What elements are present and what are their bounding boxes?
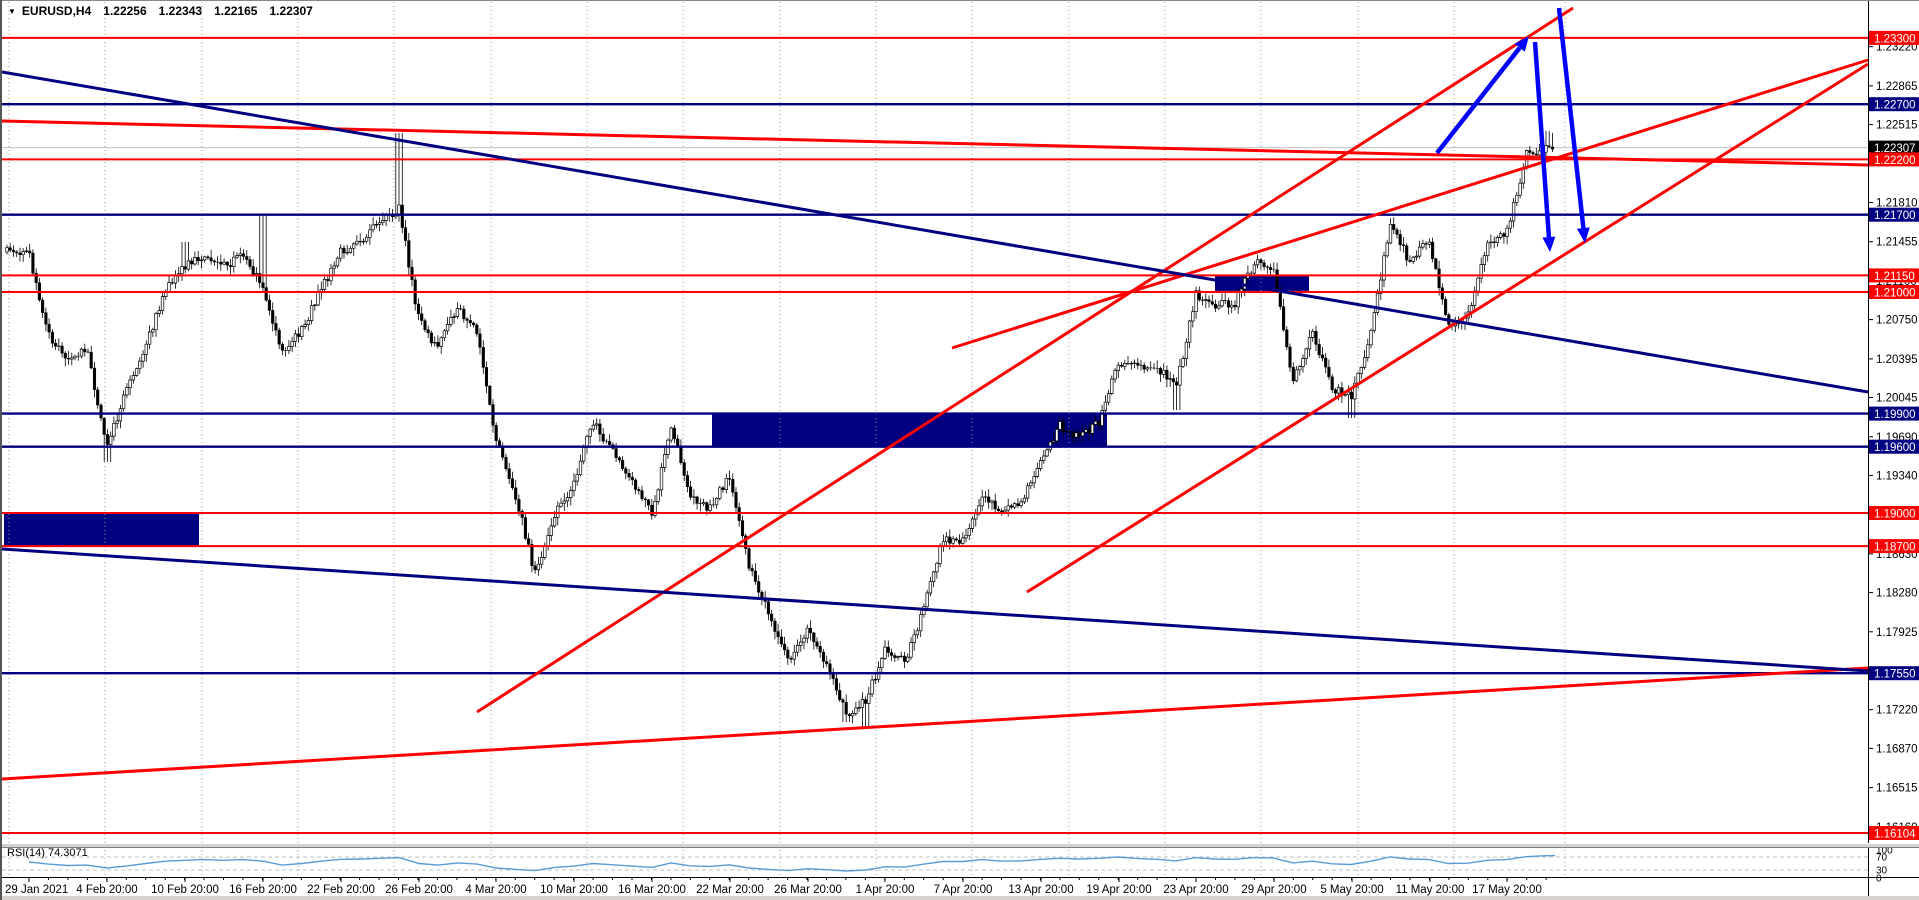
trendline-rising-channel-parallel[interactable] [1026, 62, 1869, 594]
arrow-shaft-projection-up[interactable] [1435, 46, 1522, 155]
trendline-rising-channel-lower[interactable] [476, 6, 1574, 714]
time-axis-label[interactable]: 23 Apr 20:00 [1163, 884, 1228, 896]
trendline-descending-trendline-lower[interactable] [2, 547, 1869, 673]
trendline-descending-trendline-upper[interactable] [2, 70, 1869, 394]
ohlc-high: 1.22343 [158, 4, 203, 18]
price-tick-label: 1.20750 [1876, 315, 1918, 327]
rsi-indicator-label: RSI(14) 74.3071 [7, 847, 88, 859]
price-badge-label: 1.19900 [1874, 409, 1916, 421]
ohlc-open: 1.22256 [103, 4, 147, 18]
price-badge-1.21700 [1869, 207, 1919, 222]
price-badge-1.17550 [1869, 666, 1919, 681]
ohlc-low: 1.22165 [214, 4, 258, 18]
price-tick-label: 1.22515 [1876, 120, 1918, 132]
arrow-head-projection-up[interactable] [1514, 36, 1529, 52]
time-axis-label[interactable]: 26 Feb 20:00 [385, 884, 453, 896]
price-tick-label: 1.18280 [1876, 588, 1918, 600]
consolidation-zone-right[interactable] [1215, 275, 1309, 291]
price-badge-1.21150 [1869, 268, 1919, 283]
time-axis-label[interactable]: 1 Apr 20:00 [856, 884, 915, 896]
price-badge-label: 1.23300 [1874, 33, 1916, 45]
price-tick-label: 1.20045 [1876, 393, 1918, 405]
price-badge-1.21000 [1869, 285, 1919, 299]
price-tick-label: 1.19340 [1876, 470, 1918, 482]
ohlc-close: 1.22307 [269, 4, 313, 18]
price-tick-label: 1.21455 [1876, 237, 1918, 249]
time-axis-label[interactable]: 22 Feb 20:00 [307, 884, 375, 896]
price-badge-1.19900 [1869, 406, 1919, 421]
price-badge-label: 1.18700 [1874, 542, 1916, 554]
price-tick-label: 1.22865 [1876, 81, 1918, 93]
time-axis-label[interactable]: 5 May 20:00 [1320, 884, 1383, 896]
price-tick-label: 1.16870 [1876, 743, 1918, 755]
time-axis-label[interactable]: 10 Mar 20:00 [540, 884, 608, 896]
time-axis-label[interactable]: 7 Apr 20:00 [934, 884, 993, 896]
time-axis-label[interactable]: 29 Apr 20:00 [1241, 884, 1306, 896]
price-badge-label: 1.22307 [1874, 143, 1916, 155]
time-axis-label[interactable]: 10 Feb 20:00 [151, 884, 219, 896]
chart-menu-icon[interactable]: ▼ [8, 6, 16, 16]
arrow-head-projection-down-1[interactable] [1542, 236, 1556, 252]
price-badge-1.19000 [1869, 506, 1919, 520]
time-axis-label[interactable]: 19 Apr 20:00 [1086, 884, 1151, 896]
demand-zone-mid[interactable] [712, 413, 1107, 447]
rsi-scale-label: 100 [1876, 846, 1893, 857]
trendline-rising-support-long[interactable] [2, 666, 1869, 781]
price-badge-label: 1.21150 [1874, 271, 1915, 283]
time-axis-label[interactable]: 26 Mar 20:00 [774, 884, 842, 896]
rsi-scale-label: 70 [1876, 853, 1888, 864]
price-badge-label: 1.16104 [1874, 829, 1916, 841]
time-axis-label[interactable]: 13 Apr 20:00 [1008, 884, 1073, 896]
rsi-scale-label: 30 [1876, 866, 1888, 877]
window-bottom-edge [2, 896, 1919, 900]
trendline-rising-wedge-upper[interactable] [951, 58, 1869, 350]
price-tick-label: 1.17925 [1876, 627, 1918, 639]
symbol-period-label: EURUSD,H4 [21, 4, 92, 18]
price-tick-label: 1.16515 [1876, 783, 1918, 795]
time-axis-label[interactable]: 16 Feb 20:00 [229, 884, 297, 896]
arrow-head-projection-down-2[interactable] [1576, 227, 1590, 243]
price-badge-1.19600 [1869, 439, 1919, 454]
panel-separator[interactable] [2, 843, 1919, 848]
chart-title: ▼ EURUSD,H4 1.22256 1.22343 1.22165 1.22… [8, 4, 313, 18]
time-axis-label[interactable]: 4 Mar 20:00 [465, 884, 526, 896]
price-badge-label: 1.17550 [1874, 669, 1916, 681]
time-axis-label[interactable]: 11 May 20:00 [1396, 884, 1465, 896]
rsi-line [28, 854, 1556, 872]
price-badge-1.22307 [1869, 140, 1919, 155]
time-axis-label[interactable]: 22 Mar 20:00 [696, 884, 764, 896]
price-badge-label: 1.19000 [1874, 509, 1916, 521]
price-badge-label: 1.21000 [1874, 288, 1916, 300]
price-badge-1.23300 [1869, 30, 1919, 45]
price-badge-1.16104 [1869, 826, 1919, 840]
arrow-shaft-projection-down-2[interactable] [1556, 7, 1586, 229]
time-axis-label[interactable]: 17 May 20:00 [1472, 884, 1542, 896]
price-tick-label: 1.17220 [1876, 705, 1918, 717]
supply-zone-left[interactable] [4, 513, 199, 547]
rsi-scale-label: 0 [1876, 874, 1882, 885]
price-badge-1.22200 [1869, 152, 1919, 167]
price-tick-label: 1.21810 [1876, 198, 1918, 210]
price-badge-label: 1.22200 [1874, 155, 1916, 167]
price-badge-1.22700 [1869, 97, 1919, 112]
price-badge-label: 1.19600 [1874, 442, 1916, 454]
price-tick-label: 1.20395 [1876, 354, 1918, 366]
time-axis-label[interactable]: 16 Mar 20:00 [618, 884, 686, 896]
arrow-shaft-projection-down-1[interactable] [1532, 41, 1552, 238]
time-axis-label[interactable]: 29 Jan 2021 [5, 884, 68, 896]
price-badge-label: 1.21700 [1874, 210, 1916, 222]
price-badge-label: 1.22700 [1874, 100, 1916, 112]
time-axis-label[interactable]: 4 Feb 20:00 [76, 884, 137, 896]
price-badge-1.18700 [1869, 539, 1919, 554]
